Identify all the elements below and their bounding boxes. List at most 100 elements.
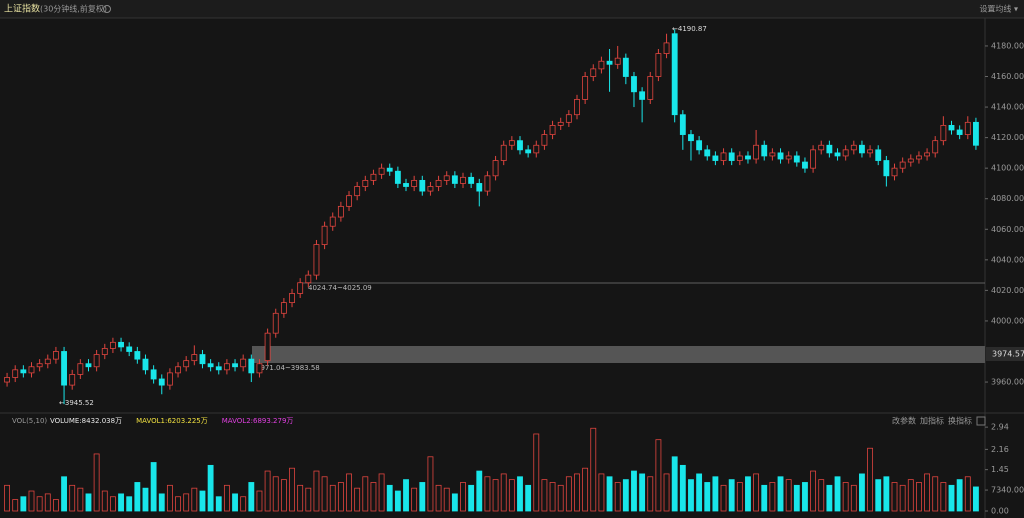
candle-body <box>313 244 320 276</box>
candle-body <box>907 158 914 163</box>
candle-body <box>549 124 556 135</box>
volume-bar <box>916 482 922 512</box>
volume-bar <box>199 490 206 512</box>
volume-bar <box>468 484 475 512</box>
candle-body <box>264 332 271 362</box>
candle-body <box>52 351 59 360</box>
volume-bar <box>891 482 898 512</box>
y-tick-label: 4000.00 <box>991 316 1024 325</box>
candle-body <box>688 134 694 142</box>
candle-body <box>582 76 589 100</box>
candle-body <box>875 149 882 161</box>
volume-bar <box>142 487 149 512</box>
volume-bar <box>289 467 295 512</box>
candle-body <box>118 341 124 348</box>
candle-body <box>639 91 646 100</box>
volume-bar <box>899 484 906 512</box>
candle-body <box>232 363 238 368</box>
candle-body <box>386 167 393 172</box>
candle-body <box>508 140 515 146</box>
volume-bar <box>305 487 312 512</box>
volume-bar <box>728 479 735 512</box>
volume-bar <box>451 493 458 512</box>
candle-body <box>484 175 491 192</box>
volume-bar <box>541 479 548 512</box>
candle-body <box>289 293 295 304</box>
volume-bar <box>256 490 263 512</box>
volume-bar <box>867 447 874 512</box>
volume-bar <box>248 482 255 512</box>
volume-bar <box>517 476 523 512</box>
candle-body <box>761 144 768 157</box>
candle-body <box>305 274 312 284</box>
candle-body <box>932 140 939 154</box>
volume-bar <box>313 470 320 512</box>
candle-body <box>346 195 352 207</box>
volume-bar <box>671 456 678 512</box>
volume-bar <box>793 484 800 512</box>
candle-body <box>443 175 450 181</box>
candle-body <box>793 155 800 163</box>
candle-body <box>337 205 344 218</box>
volume-bar <box>411 487 418 512</box>
candle-body <box>362 179 369 187</box>
ma-menu[interactable]: 设置均线 ▾ <box>979 4 1018 14</box>
y-tick-label: 4100.00 <box>991 164 1024 173</box>
settings-icon[interactable] <box>103 5 111 13</box>
volume-bar <box>688 479 694 512</box>
candle-body <box>671 33 678 116</box>
y-tick-label: 4080.00 <box>991 194 1024 203</box>
volume-bar <box>810 470 817 512</box>
candle-body <box>4 377 10 383</box>
candle-body <box>867 149 874 154</box>
volume-bar <box>61 476 67 512</box>
volume-bar <box>525 484 532 512</box>
candle-body <box>785 155 792 160</box>
button[interactable]: 换指标 <box>948 416 972 426</box>
candle-body <box>826 144 833 154</box>
volume-bar <box>973 486 979 512</box>
candle-body <box>411 179 418 187</box>
candle-body <box>126 346 133 352</box>
volume-bar <box>378 473 385 512</box>
volume-bar <box>907 479 914 512</box>
candle-body <box>394 170 401 184</box>
volume-bar <box>354 487 361 512</box>
volume-bar <box>264 470 271 512</box>
candle-body <box>956 129 963 135</box>
candle-body <box>256 363 263 374</box>
volume-bar <box>639 473 646 512</box>
volume-bar <box>712 476 719 512</box>
candle-body <box>427 186 434 192</box>
volume-bar <box>818 479 825 512</box>
volume-bar <box>150 462 157 512</box>
volume-bar <box>924 473 931 512</box>
candle-body <box>500 144 507 161</box>
candle-body <box>240 358 247 368</box>
candle-body <box>77 363 84 375</box>
candle-body <box>712 155 719 161</box>
candle-body <box>679 114 686 135</box>
volume-bar <box>696 473 703 512</box>
candle-body <box>622 57 629 77</box>
candle-body <box>834 152 841 157</box>
volume-bar <box>557 484 564 512</box>
candle-body <box>109 341 116 349</box>
y-tick-label: 4020.00 <box>991 286 1024 295</box>
candle-body <box>924 152 931 157</box>
candle-body <box>565 114 572 123</box>
volume-bar <box>223 484 230 512</box>
volume-bar <box>484 476 491 512</box>
y-tick-label: 4160.00 <box>991 72 1024 81</box>
volume-bar <box>362 476 369 512</box>
volume-bar <box>215 496 222 512</box>
candle-body <box>745 155 751 160</box>
button[interactable]: 加指标 <box>920 416 944 426</box>
volume-bar <box>875 479 882 512</box>
candle-body <box>12 369 19 378</box>
close-button[interactable] <box>976 416 986 426</box>
button[interactable]: 改参数 <box>892 416 916 426</box>
highlight-band <box>252 346 985 363</box>
volume-bar <box>69 484 76 512</box>
